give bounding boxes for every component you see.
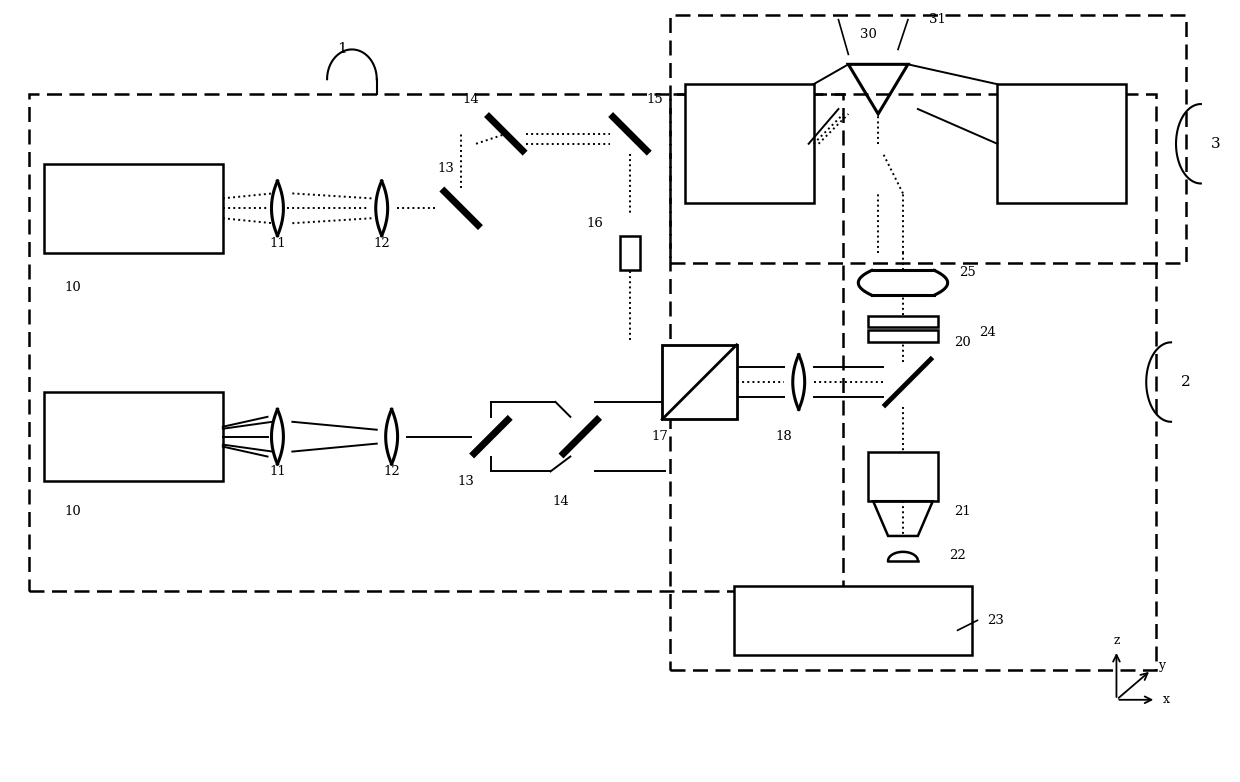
Bar: [620, 235, 640, 271]
Text: 11: 11: [269, 465, 286, 478]
Text: 14: 14: [552, 495, 569, 508]
Text: z: z: [1114, 633, 1120, 647]
Bar: [45, 163, 223, 253]
Text: 20: 20: [954, 335, 971, 349]
Text: 11: 11: [269, 237, 286, 249]
Text: 23: 23: [987, 614, 1004, 627]
Bar: [868, 451, 937, 501]
Text: 13: 13: [438, 162, 455, 175]
Bar: [30, 94, 843, 590]
Text: 10: 10: [64, 282, 81, 294]
Bar: [670, 15, 1185, 263]
Bar: [734, 586, 972, 655]
Text: 22: 22: [949, 549, 966, 562]
Text: 16: 16: [587, 217, 604, 230]
Text: x: x: [1163, 694, 1169, 706]
Text: 1: 1: [337, 42, 347, 56]
Text: 24: 24: [980, 326, 996, 339]
Text: 21: 21: [954, 504, 971, 518]
Text: y: y: [1158, 658, 1164, 672]
Bar: [670, 94, 1156, 670]
Text: 12: 12: [373, 237, 391, 249]
Bar: [868, 331, 937, 343]
Bar: [662, 345, 737, 419]
Bar: [997, 84, 1126, 203]
Text: 12: 12: [383, 465, 401, 478]
Bar: [868, 316, 937, 328]
Text: 17: 17: [651, 430, 668, 443]
Bar: [45, 392, 223, 482]
Text: 13: 13: [458, 475, 475, 488]
Text: 30: 30: [859, 28, 877, 41]
Text: 14: 14: [463, 92, 480, 106]
Text: 31: 31: [929, 13, 946, 26]
Text: 25: 25: [959, 267, 976, 279]
Text: 3: 3: [1211, 137, 1220, 151]
Text: 2: 2: [1180, 375, 1190, 389]
Text: 10: 10: [64, 504, 81, 518]
Text: 15: 15: [646, 92, 663, 106]
Bar: [684, 84, 813, 203]
Text: 18: 18: [775, 430, 792, 443]
